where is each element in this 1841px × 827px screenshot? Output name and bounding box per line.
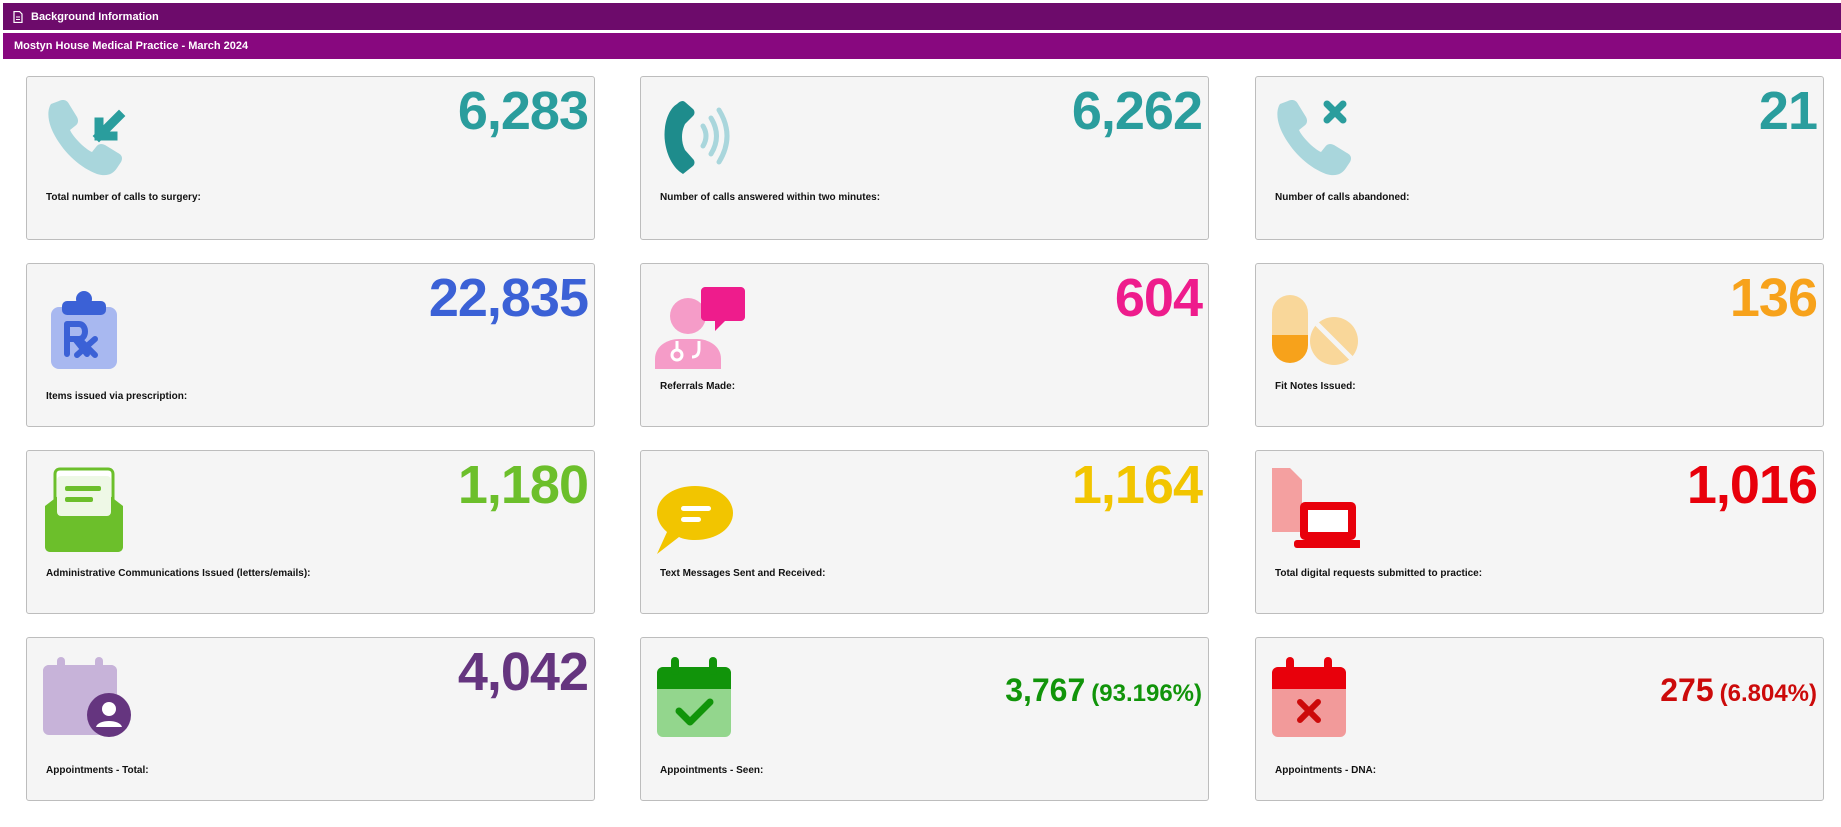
stat-card-prescription-items: 22,835 Items issued via prescription: — [26, 263, 595, 427]
stat-card-admin-communications: 1,180 Administrative Communications Issu… — [26, 450, 595, 614]
page-title: Background Information — [31, 10, 159, 23]
laptop-document-icon — [1272, 468, 1360, 548]
stat-value: 1,016 — [1686, 455, 1818, 515]
stat-value: 4,042 — [457, 642, 589, 702]
stat-value: 1,164 — [1071, 455, 1203, 515]
pills-icon — [1272, 295, 1358, 365]
stat-label: Administrative Communications Issued (le… — [46, 568, 311, 579]
envelope-open-icon — [45, 467, 123, 552]
calendar-x-icon — [1272, 657, 1346, 737]
practice-header-bar: Mostyn House Medical Practice - March 20… — [3, 33, 1841, 59]
practice-title: Mostyn House Medical Practice - March 20… — [14, 40, 249, 52]
prescription-clipboard-icon — [51, 291, 117, 369]
stat-value: 6,283 — [457, 81, 589, 141]
stat-label: Items issued via prescription: — [46, 391, 188, 402]
stat-label: Fit Notes Issued: — [1275, 381, 1356, 392]
stat-card-calls-answered: 6,262 Number of calls answered within tw… — [640, 76, 1209, 240]
calendar-check-icon — [657, 657, 731, 737]
stat-value: 6,262 — [1071, 81, 1203, 141]
page-header-bar[interactable]: Background Information — [3, 3, 1841, 30]
doctor-chat-icon — [655, 287, 745, 369]
stat-label: Text Messages Sent and Received: — [660, 568, 826, 579]
stat-card-total-calls: 6,283 Total number of calls to surgery: — [26, 76, 595, 240]
document-icon — [13, 10, 23, 23]
stat-card-appointments-total: 4,042 Appointments - Total: — [26, 637, 595, 801]
stat-card-appointments-dna: 275 (6.804%) Appointments - DNA: — [1255, 637, 1824, 801]
stat-percentage: (93.196%) — [1091, 680, 1202, 707]
stat-label: Appointments - Seen: — [660, 765, 764, 776]
stat-value: 1,180 — [457, 455, 589, 515]
stat-card-digital-requests: 1,016 Total digital requests submitted t… — [1255, 450, 1824, 614]
stat-card-appointments-seen: 3,767 (93.196%) Appointments - Seen: — [640, 637, 1209, 801]
phone-ringing-icon — [664, 100, 730, 174]
stat-value: 136 — [1729, 268, 1818, 328]
stat-label: Number of calls abandoned: — [1275, 192, 1410, 203]
calendar-user-icon — [43, 657, 131, 737]
stat-label: Total number of calls to surgery: — [46, 192, 201, 203]
speech-bubble-icon — [657, 486, 733, 554]
stat-label: Number of calls answered within two minu… — [660, 192, 881, 203]
stat-value: 3,767 (93.196%) — [1005, 660, 1202, 724]
stat-percentage: (6.804%) — [1719, 680, 1817, 707]
stat-label: Appointments - Total: — [46, 765, 149, 776]
stat-card-referrals: 604 Referrals Made: — [640, 263, 1209, 427]
stat-label: Total digital requests submitted to prac… — [1275, 568, 1483, 579]
phone-missed-icon — [1277, 100, 1351, 176]
phone-incoming-icon — [48, 100, 126, 176]
stat-label: Appointments - DNA: — [1275, 765, 1377, 776]
stat-value: 604 — [1114, 268, 1203, 328]
stat-card-text-messages: 1,164 Text Messages Sent and Received: — [640, 450, 1209, 614]
stat-label: Referrals Made: — [660, 381, 736, 392]
stat-card-calls-abandoned: 21 Number of calls abandoned: — [1255, 76, 1824, 240]
stat-count: 3,767 — [1005, 672, 1086, 708]
stat-card-fit-notes: 136 Fit Notes Issued: — [1255, 263, 1824, 427]
stat-value: 21 — [1758, 81, 1818, 141]
stat-value: 275 (6.804%) — [1660, 660, 1817, 724]
stat-count: 275 — [1660, 672, 1714, 708]
stat-value: 22,835 — [428, 268, 589, 328]
